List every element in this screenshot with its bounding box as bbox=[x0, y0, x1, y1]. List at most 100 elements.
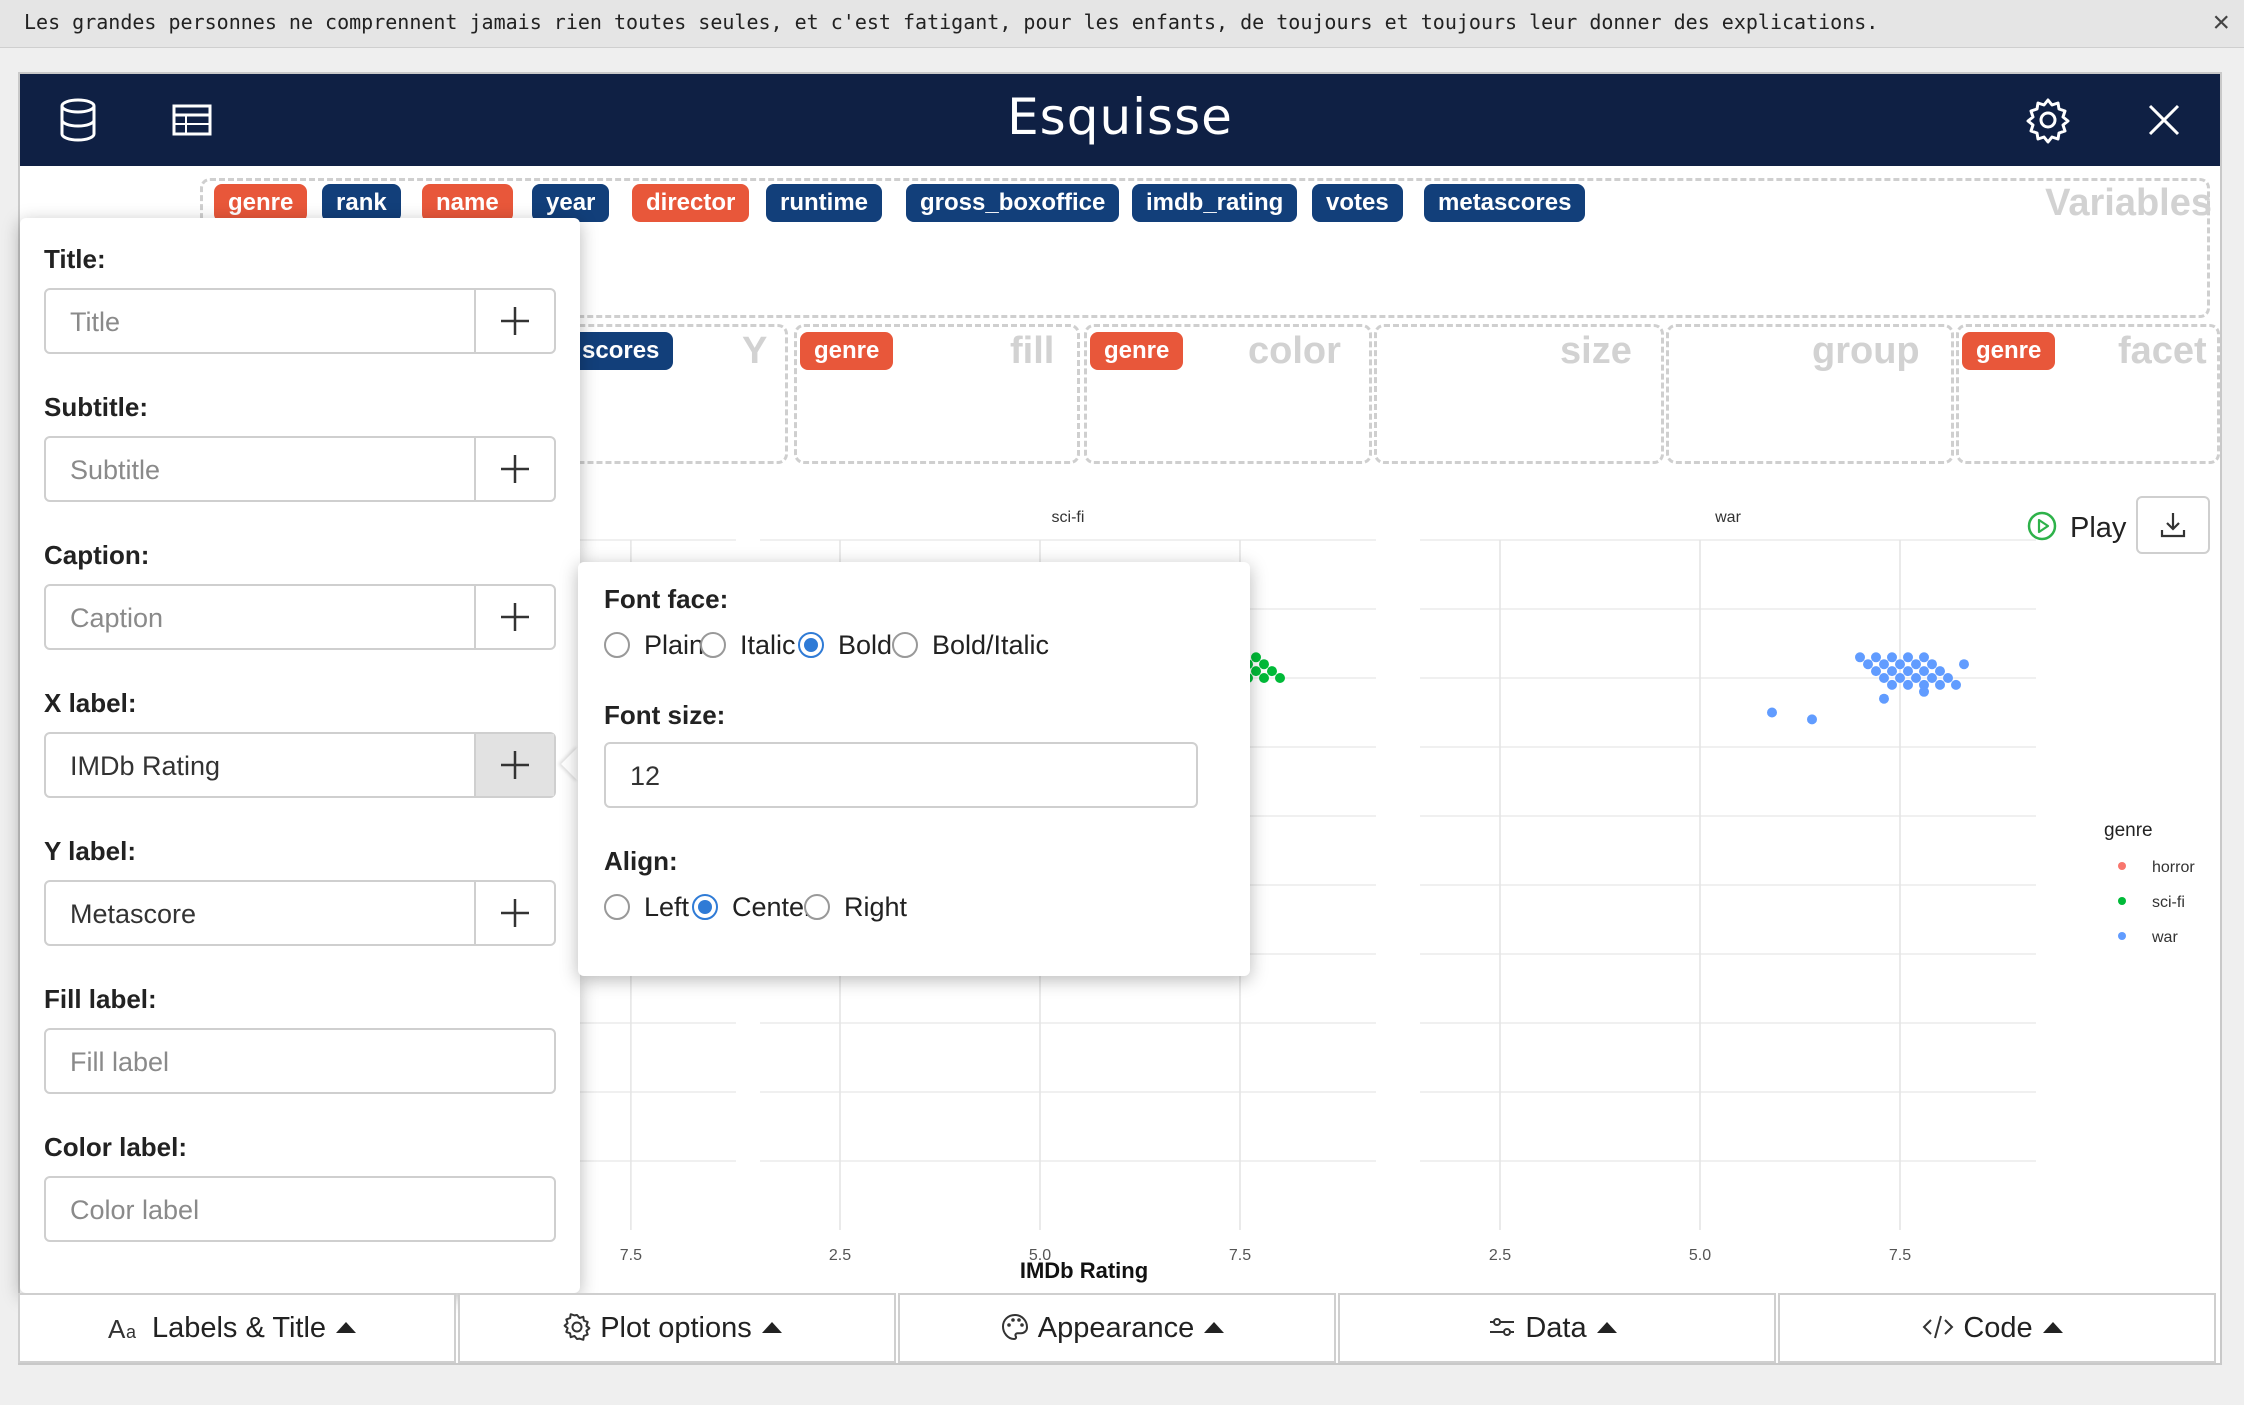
fill-label-input[interactable]: Fill label bbox=[44, 1028, 556, 1094]
play-icon bbox=[2027, 511, 2057, 541]
caption-font-options-button[interactable] bbox=[474, 586, 554, 648]
subtitle-font-options-button[interactable] bbox=[474, 438, 554, 500]
svg-text:A: A bbox=[108, 1314, 126, 1342]
variable-badge-director[interactable]: director bbox=[632, 184, 750, 222]
title-input[interactable]: Title bbox=[44, 288, 556, 354]
x-tick-label: 5.0 bbox=[1029, 1247, 1051, 1264]
y-zone-label: Y bbox=[742, 330, 768, 372]
ylabel-font-options-button[interactable] bbox=[474, 882, 554, 944]
caret-up-icon bbox=[1194, 1312, 1234, 1344]
radio-label: Plain bbox=[644, 630, 705, 660]
facet-strip-label: war bbox=[1714, 509, 1741, 526]
color-dropzone[interactable] bbox=[1084, 324, 1372, 464]
play-button[interactable]: Play bbox=[2026, 504, 2136, 548]
tab-data[interactable]: Data bbox=[1338, 1293, 1776, 1363]
data-point-war bbox=[1927, 659, 1937, 670]
data-point-war bbox=[1919, 686, 1929, 697]
facet-zone-label: facet bbox=[2118, 330, 2207, 372]
x-tick-label: 7.5 bbox=[1889, 1247, 1911, 1264]
fill-label-placeholder: Fill label bbox=[70, 1047, 170, 1077]
plus-icon bbox=[501, 307, 529, 335]
data-point-war bbox=[1767, 707, 1777, 718]
variable-badge-runtime[interactable]: runtime bbox=[766, 184, 883, 222]
data-point-war bbox=[1935, 679, 1945, 690]
title-placeholder: Title bbox=[70, 307, 121, 337]
subtitle-input[interactable]: Subtitle bbox=[44, 436, 556, 502]
data-point-war bbox=[1903, 666, 1913, 677]
data-point-war bbox=[1887, 666, 1897, 677]
radio-circle bbox=[604, 894, 630, 920]
subtitle-field-label: Subtitle: bbox=[44, 392, 148, 422]
close-icon[interactable] bbox=[2140, 96, 2188, 144]
font-size-label: Font size: bbox=[604, 700, 726, 730]
group-dropzone[interactable] bbox=[1666, 324, 1954, 464]
y-badge[interactable]: scores bbox=[568, 332, 674, 370]
table-icon[interactable] bbox=[168, 96, 216, 144]
radio-label: Bold bbox=[838, 630, 893, 660]
tab-code[interactable]: Code bbox=[1778, 1293, 2216, 1363]
database-icon[interactable] bbox=[54, 96, 102, 144]
fill-label-field-label: Fill label: bbox=[44, 984, 157, 1014]
notification-message: Les grandes personnes ne comprennent jam… bbox=[24, 10, 1879, 34]
radio-circle bbox=[804, 894, 830, 920]
fill-badge[interactable]: genre bbox=[800, 332, 894, 370]
data-point-war bbox=[1903, 679, 1913, 690]
variable-badge-name[interactable]: name bbox=[422, 184, 513, 222]
download-button[interactable] bbox=[2136, 496, 2210, 554]
x-tick-label: 5.0 bbox=[1689, 1247, 1711, 1264]
variable-badge-imdb-rating[interactable]: imdb_rating bbox=[1132, 184, 1298, 222]
variable-badge-votes[interactable]: votes bbox=[1312, 184, 1403, 222]
plus-icon bbox=[501, 455, 529, 483]
title-field-label: Title: bbox=[44, 244, 106, 274]
facet-dropzone[interactable] bbox=[1956, 324, 2220, 464]
code-icon bbox=[1921, 1312, 1963, 1344]
notification-close-button[interactable]: × bbox=[2212, 6, 2230, 39]
variable-badge-metascores[interactable]: metascores bbox=[1424, 184, 1586, 222]
xlabel-font-options-button[interactable] bbox=[474, 734, 554, 796]
caption-input[interactable]: Caption bbox=[44, 584, 556, 650]
data-point-war bbox=[1871, 666, 1881, 677]
font-size-input[interactable]: 12 bbox=[604, 742, 1198, 808]
ylabel-input[interactable]: Metascore bbox=[44, 880, 556, 946]
xlabel-input[interactable]: IMDb Rating bbox=[44, 732, 556, 798]
ylabel-value: Metascore bbox=[70, 899, 197, 929]
xlabel-field-label: X label: bbox=[44, 688, 137, 718]
data-point-war bbox=[1855, 652, 1865, 663]
data-point-war bbox=[1863, 659, 1873, 670]
radio-label: Right bbox=[844, 892, 908, 922]
data-point-sci-fi bbox=[1259, 659, 1269, 670]
data-point-war bbox=[1903, 652, 1913, 663]
tab-label: Data bbox=[1525, 1312, 1587, 1344]
variable-badge-genre[interactable]: genre bbox=[214, 184, 308, 222]
data-point-war bbox=[1919, 666, 1929, 677]
data-point-war bbox=[1959, 659, 1969, 670]
subtitle-placeholder: Subtitle bbox=[70, 455, 161, 485]
font-size-value: 12 bbox=[630, 761, 661, 791]
color-badge[interactable]: genre bbox=[1090, 332, 1184, 370]
tab-plot-options[interactable]: Plot options bbox=[458, 1293, 896, 1363]
data-point-war bbox=[1871, 652, 1881, 663]
play-label: Play bbox=[2070, 512, 2127, 544]
facet-strip-label: sci-fi bbox=[1052, 509, 1085, 526]
variable-badge-gross-boxoffice[interactable]: gross_boxoffice bbox=[906, 184, 1120, 222]
size-zone-label: size bbox=[1560, 330, 1632, 372]
data-point-sci-fi bbox=[1251, 666, 1261, 677]
title-font-options-button[interactable] bbox=[474, 290, 554, 352]
variable-badge-year[interactable]: year bbox=[532, 184, 610, 222]
size-dropzone[interactable] bbox=[1374, 324, 1664, 464]
facet-badge[interactable]: genre bbox=[1962, 332, 2056, 370]
color-label-input[interactable]: Color label bbox=[44, 1176, 556, 1242]
variable-badge-rank[interactable]: rank bbox=[322, 184, 401, 222]
font-face-label: Font face: bbox=[604, 584, 729, 614]
download-icon bbox=[2160, 513, 2186, 538]
fill-dropzone[interactable] bbox=[794, 324, 1080, 464]
data-point-war bbox=[1895, 673, 1905, 683]
tab-appearance[interactable]: Appearance bbox=[898, 1293, 1336, 1363]
color-label-placeholder: Color label bbox=[70, 1195, 200, 1225]
settings-gear-icon[interactable] bbox=[2024, 96, 2072, 144]
radio-circle bbox=[604, 632, 630, 658]
data-point-sci-fi bbox=[1267, 666, 1277, 677]
data-point-war bbox=[1943, 673, 1953, 683]
